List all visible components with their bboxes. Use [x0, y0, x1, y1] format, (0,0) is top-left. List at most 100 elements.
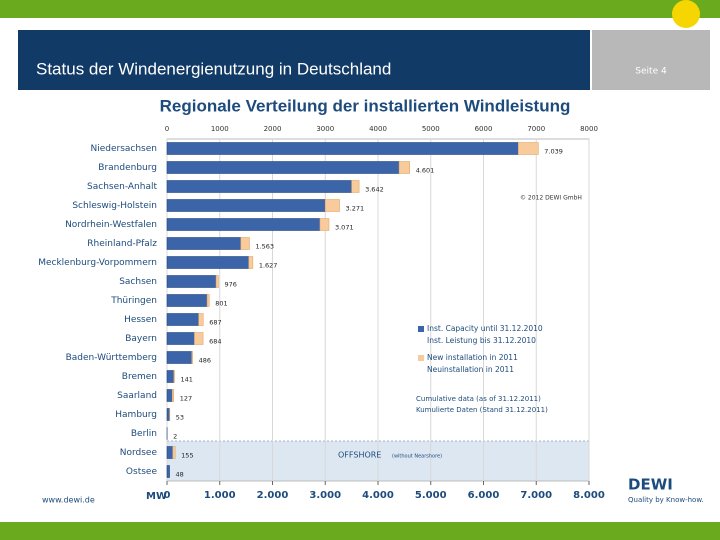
total-label: 127	[180, 395, 192, 403]
x-tick-label: 0	[164, 490, 171, 501]
y-tick-label: Ostsee	[126, 467, 158, 477]
bar-segment	[518, 142, 539, 155]
x-tick-label-top: 2000	[264, 125, 282, 133]
y-tick-label: Rheinland-Pfalz	[87, 239, 157, 249]
header-title: Status der Windenergienutzung in Deutsch…	[36, 59, 391, 78]
total-label: 1.563	[255, 243, 274, 251]
x-axis-label: MW	[146, 491, 167, 502]
bar-segment	[166, 275, 217, 288]
total-label: 3.071	[335, 224, 354, 232]
total-label: 3.271	[346, 205, 365, 213]
header-box	[18, 30, 590, 90]
total-label: 48	[176, 471, 184, 479]
y-tick-label: Thüringen	[110, 296, 157, 306]
x-tick-label: 4.000	[362, 490, 394, 501]
x-tick-label: 1.000	[204, 490, 236, 501]
y-tick-label: Berlin	[131, 429, 157, 439]
bar-segment	[351, 180, 360, 193]
x-tick-label-top: 1000	[211, 125, 229, 133]
bar-segment	[166, 389, 173, 402]
note: Cumulative data (as of 31.12.2011)	[416, 395, 541, 403]
bottom-band	[0, 522, 720, 540]
y-tick-label: Niedersachsen	[90, 144, 157, 154]
bar-segment	[173, 370, 175, 383]
top-band	[0, 0, 720, 18]
y-tick-label: Baden-Württemberg	[66, 353, 157, 363]
y-tick-label: Bremen	[122, 372, 157, 382]
total-label: 3.642	[365, 186, 384, 194]
legend-sublabel: Inst. Leistung bis 31.12.2010	[427, 336, 536, 345]
y-tick-label: Hamburg	[115, 410, 157, 420]
logo: DEWI	[628, 476, 673, 494]
x-tick-label: 2.000	[257, 490, 289, 501]
bar-segment	[166, 142, 519, 155]
y-tick-label: Brandenburg	[98, 163, 157, 173]
bar-segment	[398, 161, 411, 174]
y-tick-label: Saarland	[117, 391, 157, 401]
total-label: 155	[181, 452, 193, 460]
chart-title: Regionale Verteilung der installierten W…	[160, 96, 571, 115]
bar-segment	[166, 351, 193, 364]
y-tick-label: Sachsen-Anhalt	[87, 182, 157, 192]
bar-segment	[166, 199, 326, 212]
x-tick-label: 8.000	[573, 490, 605, 501]
bar-segment	[166, 370, 175, 383]
x-tick-label-top: 7000	[527, 125, 545, 133]
total-label: 2	[173, 433, 177, 441]
x-tick-label-top: 0	[165, 125, 169, 133]
logo-tagline: Quality by Know-how.	[628, 496, 704, 504]
y-tick-label: Hessen	[124, 315, 157, 325]
total-label: 53	[176, 414, 184, 422]
bar-segment	[166, 313, 199, 326]
legend-sublabel: Neuinstallation in 2011	[427, 365, 514, 374]
total-label: 687	[209, 319, 221, 327]
legend-label: Inst. Capacity until 31.12.2010	[427, 324, 543, 333]
legend-swatch	[418, 355, 424, 361]
note: Kumulierte Daten (Stand 31.12.2011)	[416, 406, 548, 414]
copyright: © 2012 DEWI GmbH	[520, 195, 582, 202]
bar-segment	[191, 351, 193, 364]
bar-segment	[215, 275, 219, 288]
x-tick-label: 3.000	[309, 490, 341, 501]
x-tick-label: 5.000	[415, 490, 447, 501]
total-label: 7.039	[544, 148, 563, 156]
bar-segment	[166, 237, 242, 250]
bar-segment	[240, 237, 250, 250]
x-tick-label-top: 6000	[475, 125, 493, 133]
bar-segment	[166, 408, 170, 421]
sun-logo	[672, 0, 700, 28]
y-tick-label: Nordrhein-Westfalen	[65, 220, 157, 230]
x-tick-label-top: 3000	[316, 125, 334, 133]
offshore-label: OFFSHORE	[338, 451, 381, 460]
x-tick-label: 7.000	[520, 490, 552, 501]
y-tick-label: Bayern	[125, 334, 157, 344]
y-tick-label: Mecklenburg-Vorpommern	[38, 258, 157, 268]
total-label: 141	[180, 376, 192, 384]
y-tick-label: Schleswig-Holstein	[72, 201, 157, 211]
bar-segment	[206, 294, 210, 307]
total-label: 486	[199, 357, 211, 365]
y-tick-label: Nordsee	[120, 448, 158, 458]
bar-segment	[166, 465, 170, 478]
bar-segment	[166, 218, 321, 231]
footer-url: www.dewi.de	[42, 496, 95, 505]
total-label: 976	[224, 281, 236, 289]
page-box	[592, 30, 710, 90]
total-label: 684	[209, 338, 221, 346]
bar-segment	[166, 294, 208, 307]
bar-segment	[166, 161, 400, 174]
legend-swatch	[418, 326, 424, 332]
total-label: 801	[215, 300, 227, 308]
bar-segment	[324, 199, 340, 212]
x-tick-label-top: 4000	[369, 125, 387, 133]
y-tick-label: Sachsen	[119, 277, 157, 287]
bar-segment	[166, 256, 250, 269]
bar-segment	[194, 332, 204, 345]
bar-segment	[172, 446, 176, 459]
bar-segment	[166, 180, 352, 193]
bar-segment	[248, 256, 254, 269]
bar-segment	[166, 446, 174, 459]
total-label: 1.627	[259, 262, 278, 270]
x-tick-label-top: 5000	[422, 125, 440, 133]
